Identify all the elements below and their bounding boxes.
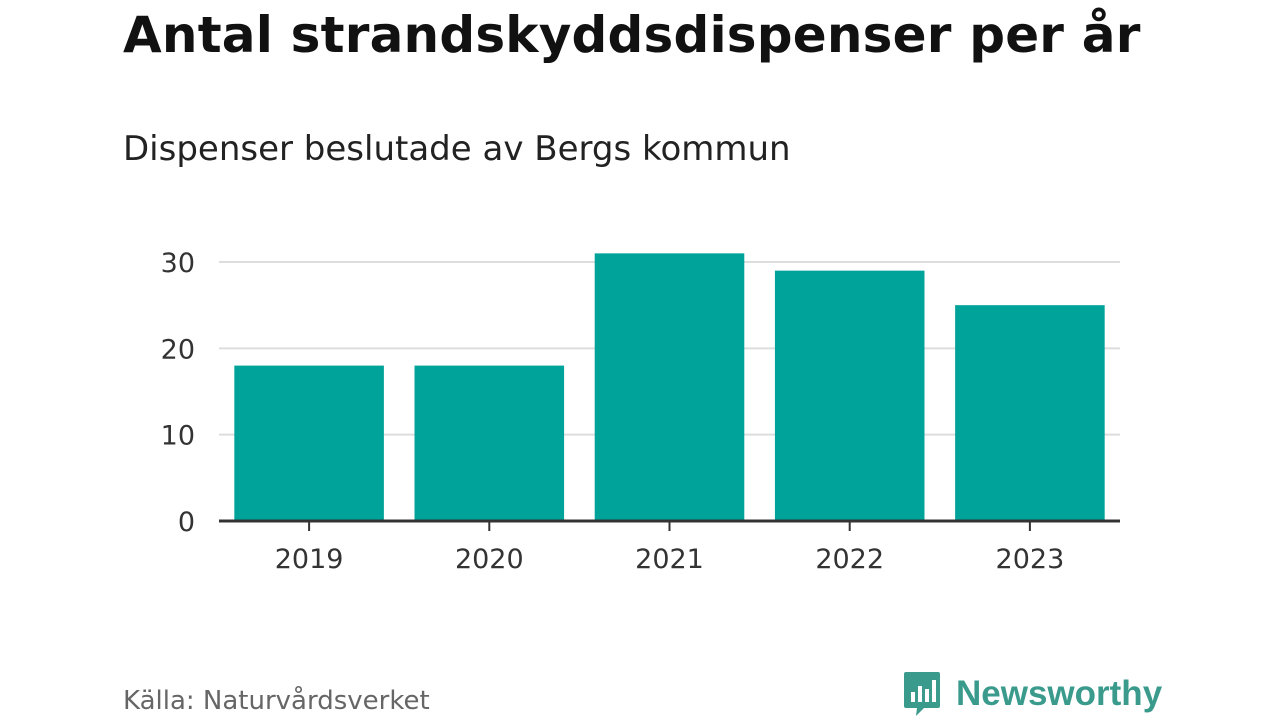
x-tick-label-2022: 2022	[815, 544, 884, 575]
bars	[234, 253, 1105, 521]
x-tick-label-2019: 2019	[275, 544, 344, 575]
bar-2020	[414, 365, 565, 521]
source-note: Källa: Naturvårdsverket	[123, 686, 430, 716]
bar-2021	[594, 253, 745, 521]
chart-subtitle: Dispenser beslutade av Bergs kommun	[123, 129, 791, 169]
y-tick-label-20: 20	[161, 334, 195, 365]
x-tick-label-2023: 2023	[996, 544, 1065, 575]
x-tick-label-2020: 2020	[455, 544, 524, 575]
brand-logo: Newsworthy	[902, 670, 1162, 718]
bar-2022	[774, 270, 925, 521]
bar-2019	[234, 365, 384, 521]
brand-name: Newsworthy	[956, 674, 1163, 713]
y-tick-label-30: 30	[161, 248, 195, 279]
bar-2023	[955, 305, 1105, 521]
x-tick-label-2021: 2021	[635, 544, 704, 575]
y-tick-label-0: 0	[178, 507, 195, 538]
y-tick-label-10: 10	[161, 421, 195, 452]
chart-title: Antal strandskyddsdispenser per år	[123, 6, 1141, 64]
newsworthy-logo-icon	[904, 672, 940, 716]
axes: 0 10 20 30 2019 2020 2021 2022 2023	[161, 248, 1120, 575]
